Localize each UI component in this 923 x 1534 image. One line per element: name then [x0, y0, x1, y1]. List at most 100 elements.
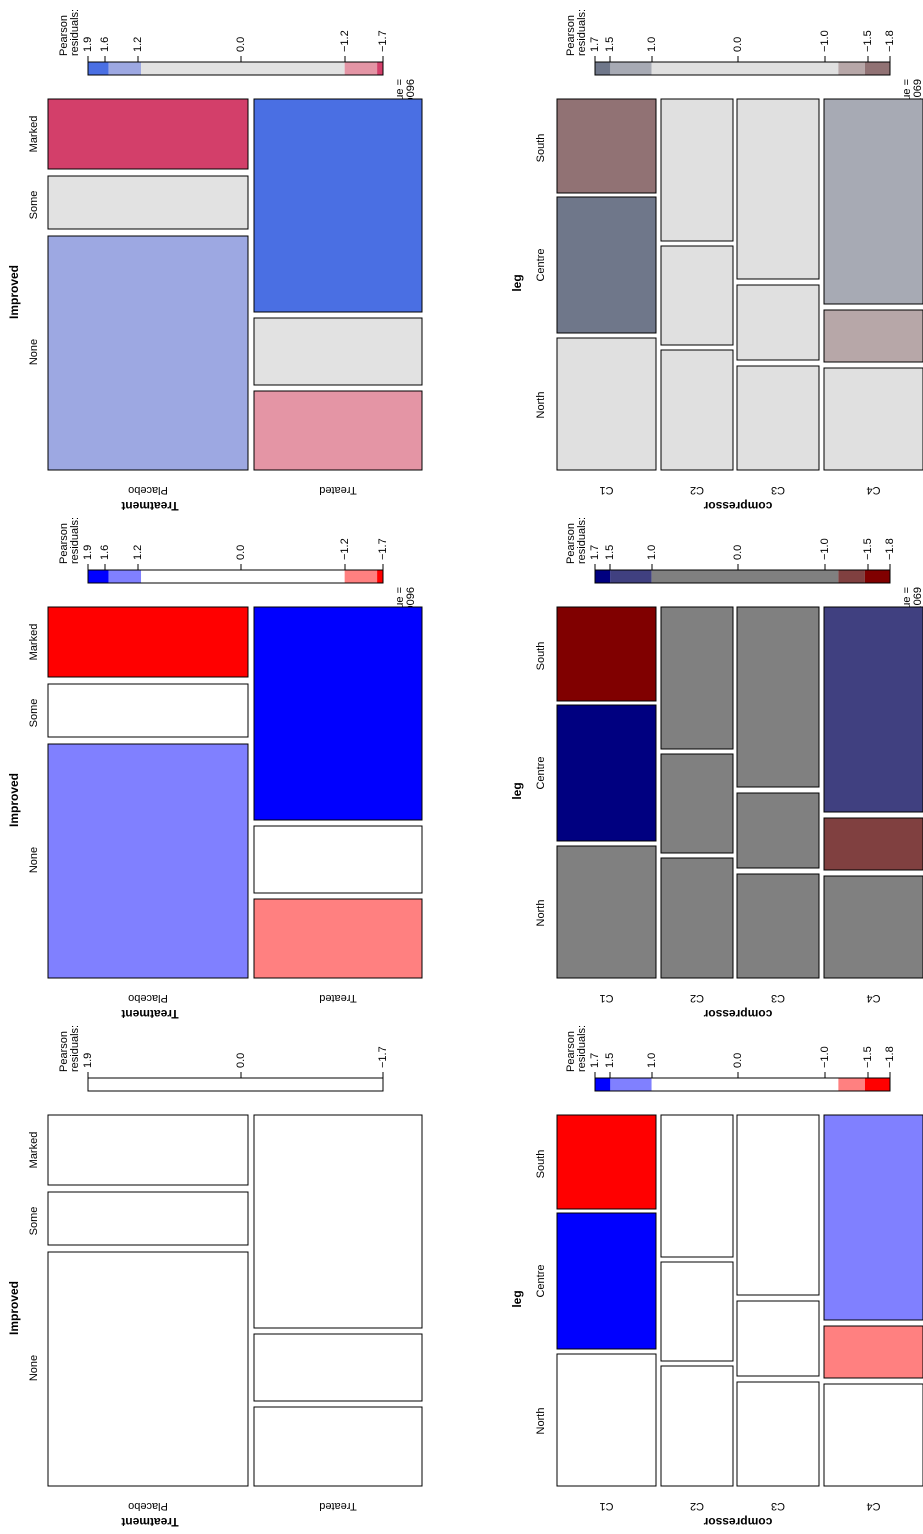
col-label-centre: Centre — [535, 756, 547, 789]
col-label-north: North — [535, 1408, 547, 1435]
mosaic-cell-c4-south — [823, 1114, 923, 1321]
col-axis-title: Improved — [7, 265, 21, 319]
legend-pvalue-line-2: 0.069 — [912, 587, 923, 615]
legend-segment — [651, 570, 839, 583]
legend-segment — [344, 570, 378, 583]
row-label-c3: C3 — [771, 484, 785, 496]
col-axis-title: Improved — [7, 773, 21, 827]
legend-tick-label: −1.0 — [819, 538, 831, 560]
legend-tick-label: 1.6 — [99, 37, 111, 52]
legend-title-line-2: residuals: — [576, 1025, 588, 1072]
row-label-treated: Treated — [319, 992, 357, 1004]
row-label-c4: C4 — [866, 484, 880, 496]
col-label-south: South — [535, 642, 547, 671]
legend-tick-label: −1.7 — [377, 30, 389, 52]
legend-tick-label: −1.5 — [862, 30, 874, 52]
mosaic-cell-c1-south — [556, 606, 657, 702]
mosaic-cell-c2-north — [660, 349, 734, 471]
legend-tick-label: 1.7 — [589, 545, 601, 560]
legend-segment — [838, 1078, 865, 1091]
mosaic-cell-treated-none — [253, 898, 423, 979]
legend-tick-label: −1.8 — [884, 538, 896, 560]
col-label-marked: Marked — [28, 1132, 40, 1169]
row-label-c2: C2 — [690, 992, 704, 1004]
row-label-treated: Treated — [319, 1500, 357, 1512]
legend-tick-label: −1.0 — [819, 30, 831, 52]
legend-segment — [838, 62, 865, 75]
legend-tick-label: 1.5 — [604, 1053, 616, 1068]
legend-segment — [864, 62, 890, 75]
mosaic-cell-c2-centre — [660, 753, 734, 854]
mosaic-cell-placebo-none — [47, 743, 249, 979]
legend-segment — [610, 570, 652, 583]
legend-tick-label: 0.0 — [732, 37, 744, 52]
col-label-none: None — [28, 847, 40, 873]
legend-tick-label: 1.0 — [646, 37, 658, 52]
legend-tick-label: 0.0 — [732, 545, 744, 560]
mosaic-cell-c2-centre — [660, 245, 734, 346]
mosaic-cell-treated-some — [253, 825, 423, 894]
panel-arthritis-hcl: Pearsonresiduals:1.91.61.20.0−1.2−1.7p−v… — [7, 9, 423, 513]
mosaic-cell-placebo-some — [47, 1191, 249, 1246]
mosaic-cell-c2-north — [660, 1365, 734, 1487]
mosaic-cell-c4-north — [823, 875, 923, 979]
mosaic-cell-c1-south — [556, 98, 657, 194]
mosaic-cell-c2-south — [660, 1114, 734, 1258]
mosaic-cell-treated-marked — [253, 98, 423, 313]
legend-segment — [344, 62, 378, 75]
mosaic-cell-placebo-none — [47, 1251, 249, 1487]
legend-tick-label: 0.0 — [732, 1053, 744, 1068]
mosaic-cell-c4-north — [823, 367, 923, 471]
col-label-marked: Marked — [28, 116, 40, 153]
row-axis-title: compressor — [703, 1007, 772, 1021]
legend-bar — [594, 61, 891, 76]
col-label-north: North — [535, 900, 547, 927]
mosaic-cell-c1-centre — [556, 704, 657, 842]
legend-segment — [108, 62, 142, 75]
mosaic-cell-treated-some — [253, 1333, 423, 1402]
mosaic-cell-c3-south — [736, 606, 820, 788]
col-label-none: None — [28, 1355, 40, 1381]
mosaic-cell-c3-north — [736, 365, 820, 471]
legend-segment — [377, 570, 383, 583]
col-label-centre: Centre — [535, 248, 547, 281]
legend-tick-label: −1.5 — [862, 538, 874, 560]
legend-segment — [864, 570, 890, 583]
legend-bar — [594, 569, 891, 584]
mosaic-cell-c4-centre — [823, 1325, 923, 1379]
mosaic-cell-c2-north — [660, 857, 734, 979]
col-axis-title: Improved — [7, 1281, 21, 1335]
mosaic-cell-c4-centre — [823, 817, 923, 871]
col-label-none: None — [28, 339, 40, 365]
mosaic-cell-placebo-none — [47, 235, 249, 471]
col-label-marked: Marked — [28, 624, 40, 661]
mosaic-cell-placebo-marked — [47, 606, 249, 678]
legend-segment — [88, 62, 109, 75]
mosaic-cell-c3-centre — [736, 792, 820, 869]
row-label-treated: Treated — [319, 484, 357, 496]
mosaic-cell-treated-none — [253, 390, 423, 471]
legend-bar — [87, 61, 384, 76]
col-label-some: Some — [28, 699, 40, 728]
legend-tick-label: 1.2 — [132, 545, 144, 560]
legend-tick-label: 1.7 — [589, 37, 601, 52]
row-axis-title: Treatment — [121, 1007, 178, 1021]
legend-segment — [610, 1078, 652, 1091]
legend-bar — [87, 1077, 384, 1092]
legend-segment — [108, 570, 142, 583]
legend-bar — [594, 1077, 891, 1092]
panel-compressor-muted: Pearson residuals: 1.7 1.5 1.0 0.0 −1.0 −1.5 −1.… — [510, 9, 923, 513]
legend-bar — [87, 569, 384, 584]
mosaic-cell-c1-centre — [556, 1212, 657, 1350]
panel-compressor-gray: Pearson residuals: 1.7 1.5 1.0 0.0 −1.0 −1.5 −1.… — [510, 517, 923, 1021]
mosaic-cell-treated-none — [253, 1406, 423, 1487]
legend-segment — [141, 570, 345, 583]
row-label-c4: C4 — [866, 1500, 880, 1512]
mosaic-cell-c1-south — [556, 1114, 657, 1210]
row-label-c4: C4 — [866, 992, 880, 1004]
legend-segment — [595, 1078, 611, 1091]
row-label-c3: C3 — [771, 992, 785, 1004]
legend-tick-label: −1.5 — [862, 1046, 874, 1068]
